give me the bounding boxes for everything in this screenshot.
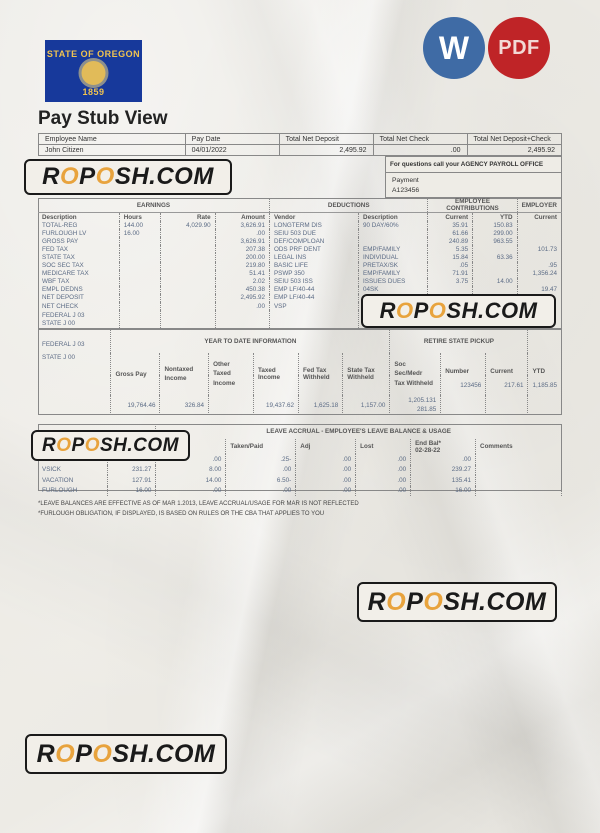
svg-text:1859: 1859 — [82, 87, 104, 97]
svg-text:STATE OF OREGON: STATE OF OREGON — [47, 49, 140, 59]
